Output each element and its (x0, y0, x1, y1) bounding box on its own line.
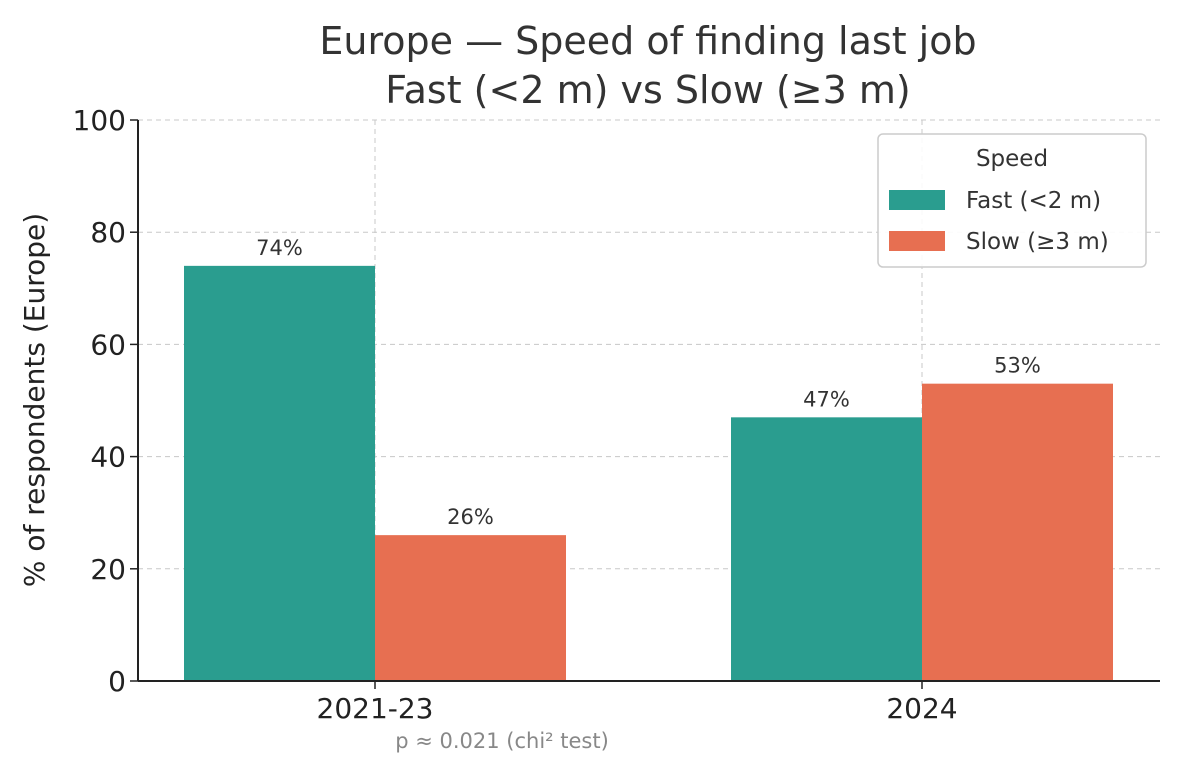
significance-note: p ≈ 0.021 (chi² test) (395, 729, 609, 753)
y-tick-label: 0 (108, 665, 126, 698)
legend-swatch-slow (889, 231, 945, 251)
x-tick-label: 2024 (886, 692, 957, 725)
legend-swatch-fast (889, 190, 945, 210)
chart-title: Europe — Speed of finding last job (319, 19, 976, 63)
bar-value-label: 53% (994, 354, 1041, 378)
y-axis-label: % of respondents (Europe) (18, 213, 51, 587)
bars: 74% 47% 26% 53% (184, 236, 1113, 681)
legend-title: Speed (976, 146, 1048, 172)
y-tick-label: 60 (90, 328, 126, 361)
legend-label-slow: Slow (≥3 m) (966, 229, 1109, 255)
bar-slow-2021-23 (375, 535, 566, 681)
bar-fast-2024 (731, 417, 922, 681)
bar-value-label: 26% (447, 505, 494, 529)
y-tick-label: 100 (73, 104, 126, 137)
y-tick-label: 20 (90, 553, 126, 586)
bar-slow-2024 (922, 383, 1113, 681)
legend-label-fast: Fast (<2 m) (966, 188, 1101, 214)
y-tick-label: 80 (90, 216, 126, 249)
bar-value-label: 47% (803, 387, 850, 411)
x-tick-label: 2021-23 (317, 692, 434, 725)
axes: 0 20 40 60 80 100 2021-23 2024 (73, 104, 1160, 725)
bar-fast-2021-23 (184, 265, 375, 681)
bar-value-label: 74% (256, 236, 303, 260)
y-tick-label: 40 (90, 441, 126, 474)
chart-subtitle: Fast (<2 m) vs Slow (≥3 m) (385, 68, 911, 112)
legend: Speed Fast (<2 m) Slow (≥3 m) (877, 133, 1147, 268)
